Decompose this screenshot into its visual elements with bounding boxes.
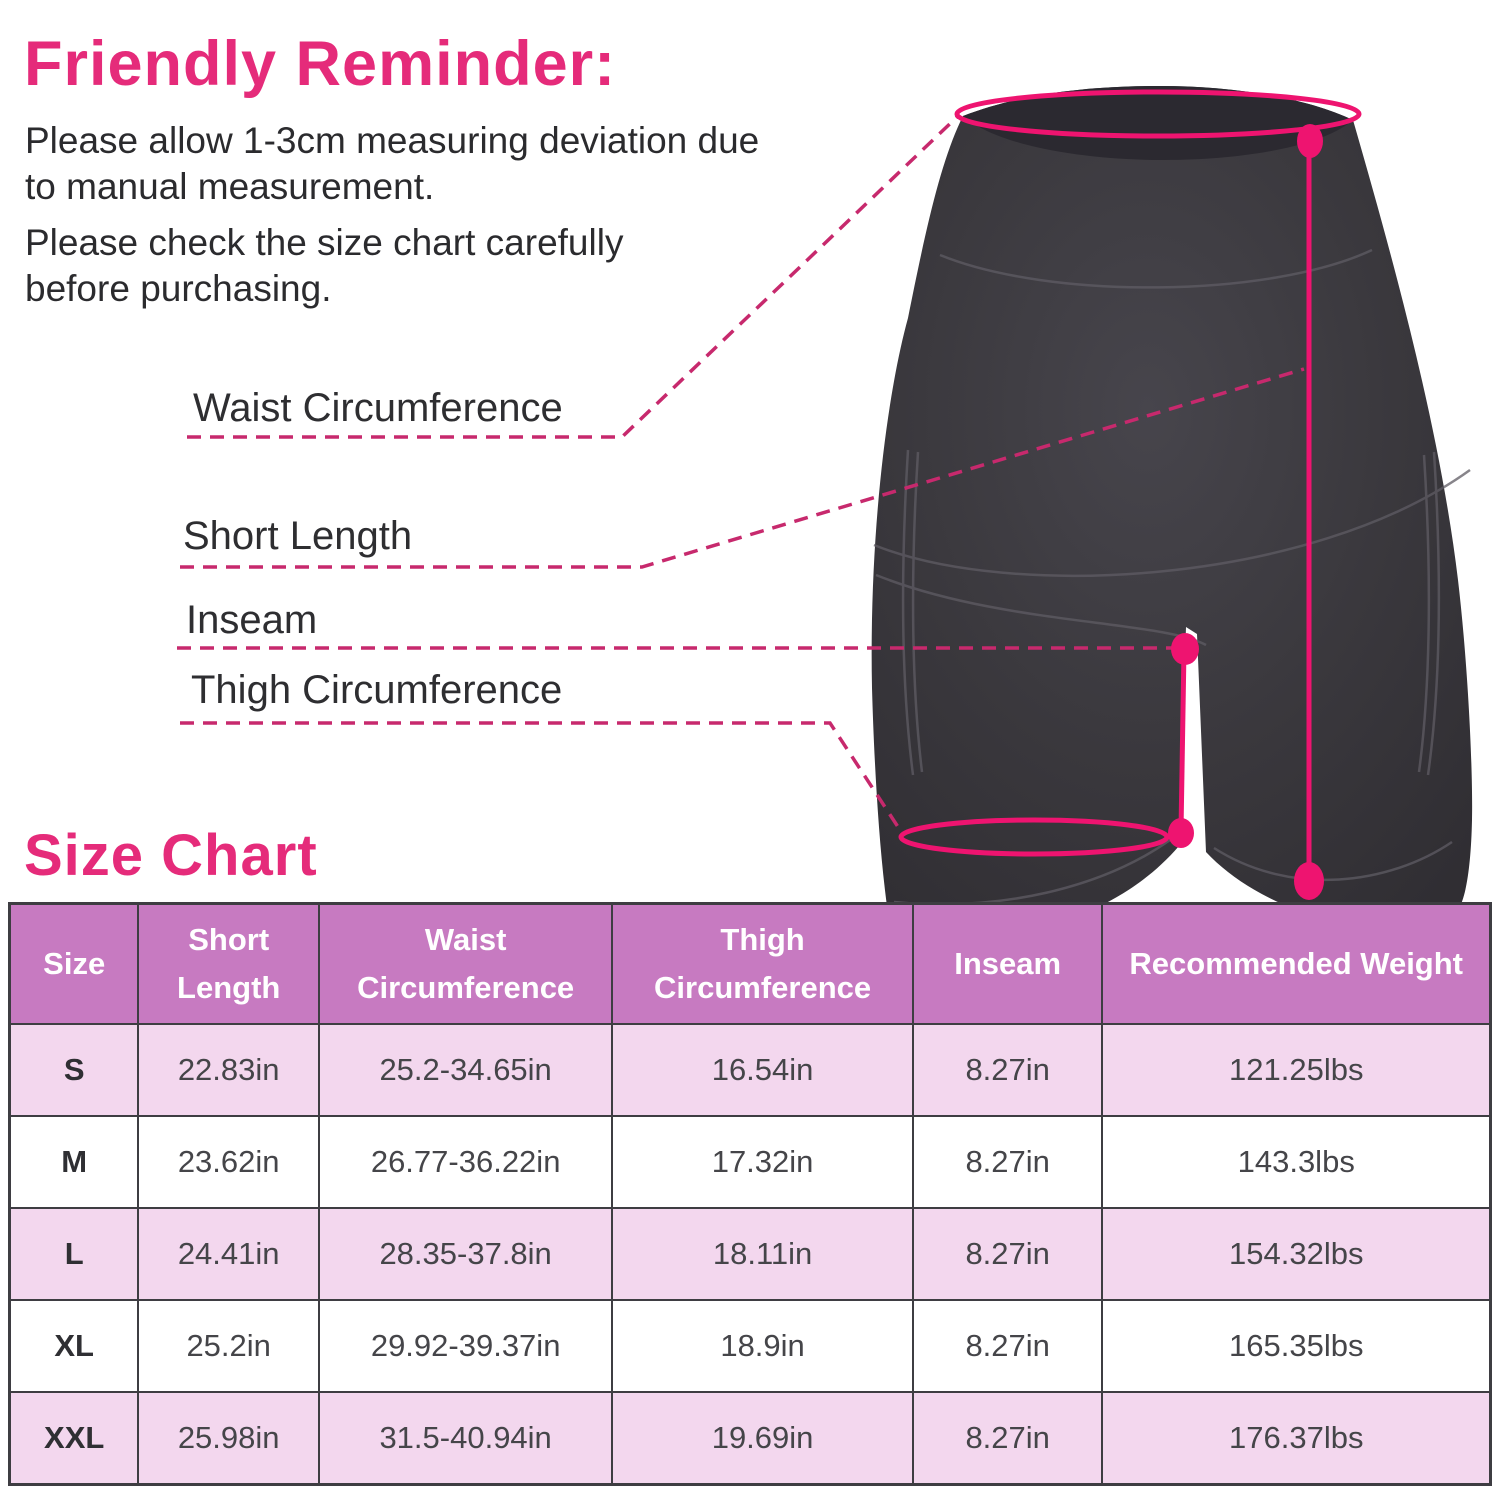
column-header: Waist Circumference xyxy=(318,902,614,1025)
column-header: Recommended Weight xyxy=(1101,902,1492,1025)
waistband-opening xyxy=(963,86,1353,161)
table-cell: 19.69in xyxy=(611,1391,914,1485)
column-header: Inseam xyxy=(911,902,1104,1025)
size-chart-table: Size Short Length Waist Circumference Thigh… xyxy=(8,902,1492,1486)
reminder-line-2: to manual measurement. xyxy=(25,166,435,207)
table-cell: 176.37lbs xyxy=(1101,1391,1492,1485)
waist-measure-ellipse xyxy=(954,89,1362,139)
table-cell: 165.35lbs xyxy=(1101,1299,1492,1393)
table-body: S 22.83in 25.2-34.65in 16.54in 8.27in 121.25l… xyxy=(8,1023,1492,1485)
waist-leader-line xyxy=(187,115,959,439)
short-length-leader-line xyxy=(180,367,1305,569)
table-cell: 8.27in xyxy=(911,1207,1104,1301)
table-cell: 25.2in xyxy=(137,1299,321,1393)
table-cell: 24.41in xyxy=(137,1207,321,1301)
table-cell: 25.98in xyxy=(137,1391,321,1485)
reminder-line-3: Please check the size chart carefully xyxy=(25,222,624,263)
table-cell: 154.32lbs xyxy=(1101,1207,1492,1301)
short-length-top-dot xyxy=(1297,124,1323,158)
maternity-shorts-image xyxy=(871,86,1473,936)
table-cell: 18.11in xyxy=(611,1207,914,1301)
reminder-line-1: Please allow 1-3cm measuring deviation d… xyxy=(25,120,760,161)
table-cell: 8.27in xyxy=(911,1023,1104,1117)
row-size-label: XL xyxy=(8,1299,140,1393)
thigh-measure-ellipse xyxy=(898,817,1170,857)
table-cell: 23.62in xyxy=(137,1115,321,1209)
table-cell: 8.27in xyxy=(911,1299,1104,1393)
table-cell: 8.27in xyxy=(911,1391,1104,1485)
table-cell: 18.9in xyxy=(611,1299,914,1393)
table-cell: 26.77-36.22in xyxy=(318,1115,614,1209)
table-cell: 16.54in xyxy=(611,1023,914,1117)
table-header-row: Size Short Length Waist Circumference Thigh… xyxy=(8,902,1492,1025)
table-cell: 17.32in xyxy=(611,1115,914,1209)
reminder-line-4: before purchasing. xyxy=(25,268,332,309)
row-size-label: M xyxy=(8,1115,140,1209)
reminder-text: Please allow 1-3cm measuring deviation d… xyxy=(25,118,759,312)
measurement-marks xyxy=(898,89,1362,900)
table-cell: 8.27in xyxy=(911,1115,1104,1209)
leader-lines xyxy=(177,115,1305,834)
inseam-bottom-dot xyxy=(1168,818,1194,848)
table-cell: 143.3lbs xyxy=(1101,1115,1492,1209)
shorts-diagram xyxy=(177,86,1473,936)
thigh-circumference-label: Thigh Circumference xyxy=(191,668,563,712)
shorts-body xyxy=(871,86,1473,936)
table-cell: 22.83in xyxy=(137,1023,321,1117)
column-header: Short Length xyxy=(137,902,321,1025)
table-cell: 25.2-34.65in xyxy=(318,1023,614,1117)
column-header: Thigh Circumference xyxy=(611,902,914,1025)
short-length-label: Short Length xyxy=(183,514,413,558)
table-cell: 28.35-37.8in xyxy=(318,1207,614,1301)
row-size-label: XXL xyxy=(8,1391,140,1485)
waist-circumference-label: Waist Circumference xyxy=(193,386,563,430)
table-cell: 29.92-39.37in xyxy=(318,1299,614,1393)
table-cell: 121.25lbs xyxy=(1101,1023,1492,1117)
row-size-label: L xyxy=(8,1207,140,1301)
inseam-measure-line xyxy=(1178,649,1187,832)
inseam-top-dot xyxy=(1171,633,1199,665)
table-row: XXL 25.98in 31.5-40.94in 19.69in 8.27in 176.3… xyxy=(8,1391,1492,1485)
size-chart-title: Size Chart xyxy=(24,823,318,888)
table-row: L 24.41in 28.35-37.8in 18.11in 8.27in 154.32l… xyxy=(8,1207,1492,1301)
short-length-bottom-dot xyxy=(1294,862,1324,900)
inseam-label: Inseam xyxy=(186,598,318,642)
table-row: S 22.83in 25.2-34.65in 16.54in 8.27in 121.25l… xyxy=(8,1023,1492,1117)
column-header: Size xyxy=(8,902,140,1025)
friendly-reminder-title: Friendly Reminder: xyxy=(24,29,617,99)
size-chart-table-container: Size Short Length Waist Circumference Thigh… xyxy=(8,902,1492,1486)
thigh-leader-line xyxy=(180,721,904,834)
table-row: XL 25.2in 29.92-39.37in 18.9in 8.27in 165.35l… xyxy=(8,1299,1492,1393)
row-size-label: S xyxy=(8,1023,140,1117)
table-row: M 23.62in 26.77-36.22in 17.32in 8.27in 143.3l… xyxy=(8,1115,1492,1209)
table-cell: 31.5-40.94in xyxy=(318,1391,614,1485)
